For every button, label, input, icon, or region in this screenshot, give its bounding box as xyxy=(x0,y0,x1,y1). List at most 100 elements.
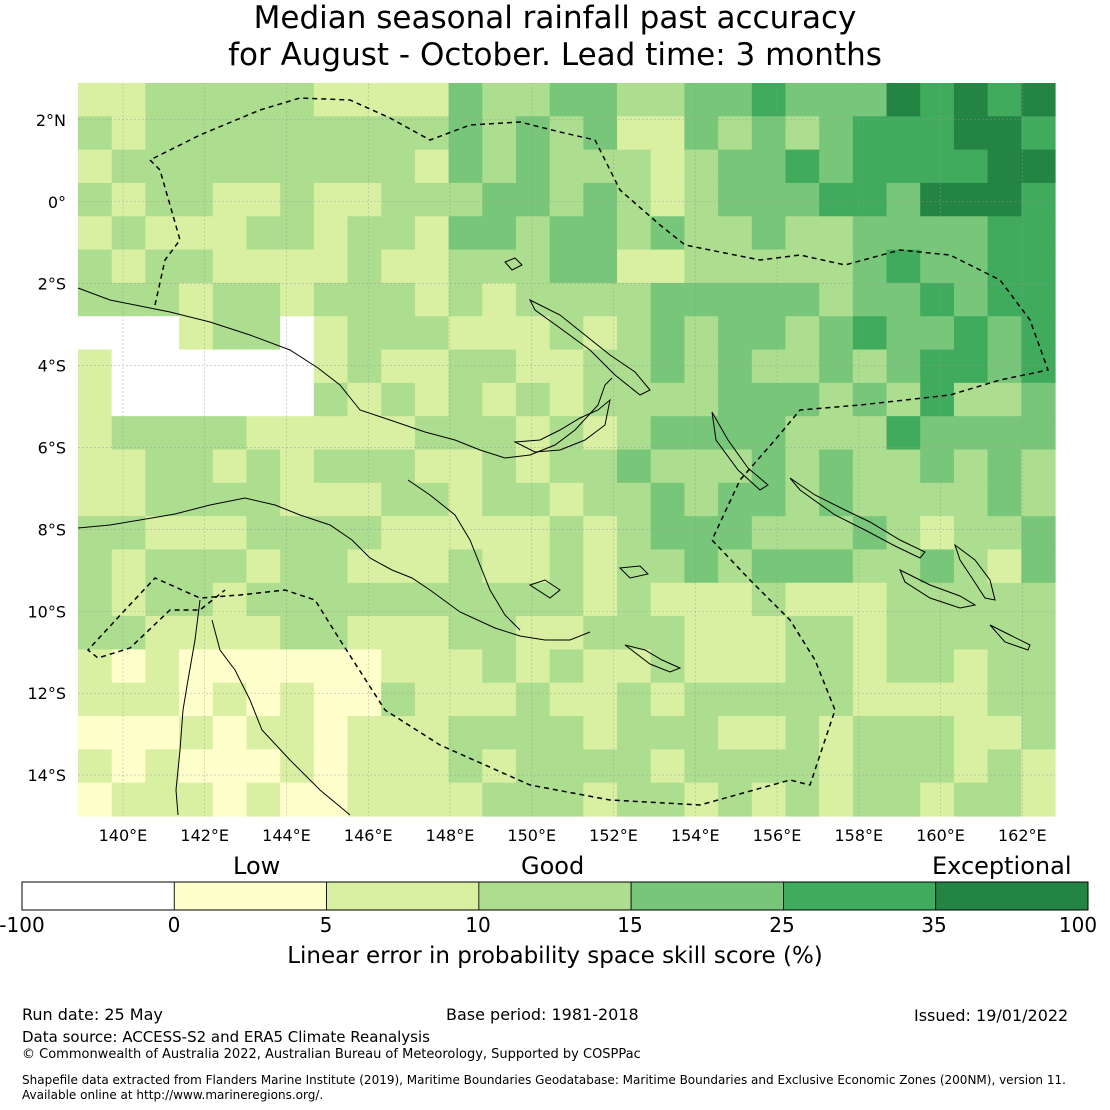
latitude-tick-label: 2°N xyxy=(36,111,66,130)
skill-cell xyxy=(482,249,517,284)
skill-cell xyxy=(819,716,854,750)
skill-cell xyxy=(852,416,888,451)
skill-cell xyxy=(1021,549,1056,584)
skill-cell xyxy=(145,416,180,451)
skill-cell xyxy=(751,416,787,451)
skill-cell xyxy=(852,749,888,784)
skill-cell xyxy=(515,83,551,117)
skill-cell xyxy=(650,482,686,517)
skill-cell xyxy=(583,549,618,584)
skill-cell xyxy=(381,349,416,384)
skill-cell xyxy=(347,116,382,151)
skill-cell xyxy=(718,83,753,117)
skill-cell xyxy=(212,449,248,484)
skill-cell xyxy=(280,83,315,117)
skill-cell xyxy=(1021,616,1056,651)
skill-cell xyxy=(78,449,113,484)
skill-cell xyxy=(650,282,686,317)
skill-cell xyxy=(920,482,955,517)
skill-cell xyxy=(111,716,146,750)
skill-cell xyxy=(684,716,719,750)
skill-cell xyxy=(852,349,888,384)
skill-cell xyxy=(212,782,248,817)
skill-cell xyxy=(987,116,1022,151)
skill-cell xyxy=(448,282,483,317)
axis-ticks: 140°E 142°E 144°E 146°E 148°E 150°E 152°E 154°E… xyxy=(27,111,1046,845)
skill-cell xyxy=(650,216,686,251)
skill-cell xyxy=(886,349,921,384)
longitude-tick-label: 150°E xyxy=(507,826,556,845)
skill-cell xyxy=(212,616,248,651)
skill-cell xyxy=(414,182,450,217)
skill-cell xyxy=(684,316,719,351)
skill-cell xyxy=(448,782,483,817)
skill-cell xyxy=(78,582,113,617)
skill-cell xyxy=(179,249,214,284)
skill-cell xyxy=(313,116,349,151)
skill-cell xyxy=(785,482,820,517)
skill-cell xyxy=(785,782,820,817)
skill-cell xyxy=(785,282,820,317)
skill-cell xyxy=(819,349,854,384)
skill-cell xyxy=(650,249,686,284)
new-guinea-north-coast xyxy=(77,287,613,459)
skill-cell xyxy=(381,83,416,117)
skill-cell xyxy=(448,349,483,384)
skill-cell xyxy=(381,282,416,317)
skill-cell xyxy=(751,749,787,784)
skill-cell xyxy=(381,516,416,551)
skill-cell xyxy=(448,416,483,451)
skill-cell xyxy=(583,682,618,717)
skill-cell xyxy=(414,382,450,417)
latitude-tick-label: 2°S xyxy=(38,275,66,294)
skill-cell xyxy=(987,782,1022,817)
skill-cell xyxy=(583,482,618,517)
skill-cell xyxy=(448,316,483,351)
skill-cell xyxy=(886,782,921,817)
skill-cell xyxy=(718,116,753,151)
skill-cell xyxy=(549,282,584,317)
skill-cell xyxy=(751,649,787,684)
skill-cell xyxy=(246,349,281,384)
skill-cell xyxy=(684,149,719,184)
skill-cell xyxy=(515,149,551,184)
skill-cell xyxy=(280,282,315,317)
skill-cell xyxy=(448,249,483,284)
skill-cell xyxy=(617,182,652,217)
skill-cell xyxy=(448,616,483,651)
skill-cell xyxy=(246,149,281,184)
colorbar-tick-label: 10 xyxy=(465,913,491,937)
skill-cell xyxy=(347,582,382,617)
skill-cell xyxy=(920,616,955,651)
skill-cell xyxy=(617,83,652,117)
papuan-peninsula xyxy=(407,479,521,631)
skill-cell xyxy=(515,616,551,651)
skill-cell xyxy=(987,682,1022,717)
skill-cell xyxy=(583,182,618,217)
skill-cell xyxy=(583,749,618,784)
skill-cell xyxy=(785,382,820,417)
skill-cell xyxy=(819,116,854,151)
skill-cell xyxy=(179,382,214,417)
colorbar xyxy=(21,881,1089,911)
colorbar-segment xyxy=(783,881,937,911)
skill-cell xyxy=(246,249,281,284)
skill-cell xyxy=(819,782,854,817)
skill-cell xyxy=(583,449,618,484)
skill-cell xyxy=(650,749,686,784)
skill-cell xyxy=(987,616,1022,651)
skill-cell xyxy=(78,83,113,117)
skill-cell xyxy=(819,416,854,451)
skill-cell xyxy=(549,449,584,484)
skill-cell xyxy=(381,116,416,151)
skill-cell xyxy=(179,449,214,484)
colorbar-segment xyxy=(630,881,784,911)
map-title-line-1: Median seasonal rainfall past accuracy xyxy=(253,0,857,36)
skill-cell xyxy=(920,449,955,484)
skill-cell xyxy=(819,382,854,417)
skill-cell xyxy=(381,649,416,684)
skill-cell xyxy=(650,549,686,584)
colorbar-frame xyxy=(21,881,1089,911)
skill-cell xyxy=(920,582,955,617)
skill-cell xyxy=(886,449,921,484)
